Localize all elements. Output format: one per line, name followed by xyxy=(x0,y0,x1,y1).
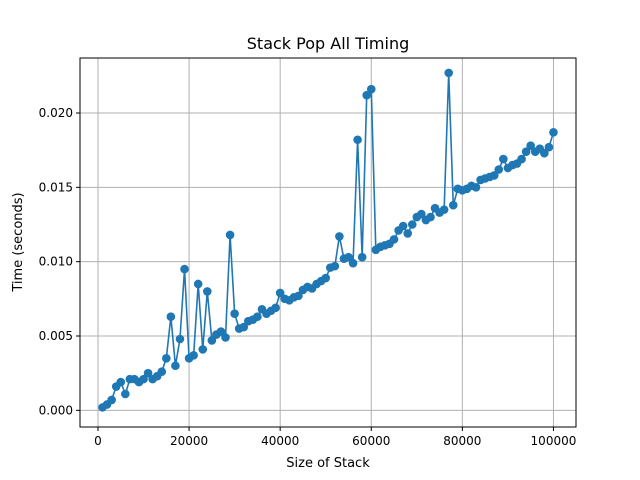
data-point xyxy=(225,230,235,240)
x-tick-label: 100000 xyxy=(531,434,577,448)
data-point xyxy=(348,258,358,268)
data-point xyxy=(335,232,344,241)
data-point xyxy=(193,279,203,289)
x-axis: 0 20000 40000 60000 80000 100000 xyxy=(94,427,576,448)
data-point xyxy=(180,264,189,274)
data-point xyxy=(403,229,413,238)
data-point xyxy=(166,312,176,321)
y-tick-label: 0.005 xyxy=(39,329,73,343)
plot-frame xyxy=(79,57,577,428)
x-tick-label: 20000 xyxy=(170,434,208,448)
data-point xyxy=(494,165,504,174)
y-axis: 0.000 0.005 0.010 0.015 0.020 xyxy=(39,106,80,417)
data-point xyxy=(216,327,226,336)
data-point xyxy=(139,374,148,384)
y-tick-label: 0.010 xyxy=(39,255,73,269)
data-point xyxy=(121,389,130,399)
y-tick-label: 0.020 xyxy=(39,106,73,120)
data-point xyxy=(275,288,285,298)
data-point xyxy=(540,148,549,158)
y-tick-label: 0.015 xyxy=(39,180,73,194)
data-point xyxy=(407,220,417,229)
data-point xyxy=(189,351,198,360)
data-point xyxy=(521,147,531,156)
data-point xyxy=(417,209,426,219)
data-point xyxy=(157,367,167,376)
data-point xyxy=(499,154,508,164)
data-point xyxy=(444,68,454,78)
data-point xyxy=(426,212,435,222)
data-point xyxy=(221,333,230,342)
data-point xyxy=(362,90,372,100)
data-point xyxy=(357,252,367,262)
data-point xyxy=(143,368,153,378)
data-point xyxy=(489,171,499,180)
data-point xyxy=(171,361,180,371)
data-point xyxy=(271,303,280,313)
data-point xyxy=(471,183,481,192)
data-point xyxy=(162,354,171,363)
data-point xyxy=(230,309,239,319)
data-point xyxy=(526,141,535,151)
x-tick-label: 60000 xyxy=(352,434,390,448)
x-axis-label: Size of Stack xyxy=(286,456,370,471)
x-tick-label: 80000 xyxy=(443,434,481,448)
data-point xyxy=(398,221,408,231)
data-point xyxy=(203,287,212,296)
chart-title: Stack Pop All Timing xyxy=(247,34,409,53)
data-point xyxy=(175,334,185,344)
data-point xyxy=(544,142,554,152)
data-point xyxy=(517,154,526,164)
y-tick-label: 0.000 xyxy=(39,403,73,417)
data-point xyxy=(321,273,331,283)
data-point xyxy=(207,336,217,345)
x-tick-label: 0 xyxy=(94,434,102,448)
data-point xyxy=(330,261,340,271)
x-tick-label: 40000 xyxy=(261,434,299,448)
data-point xyxy=(439,205,449,214)
data-point xyxy=(253,312,262,321)
data-point xyxy=(116,377,126,387)
data-point xyxy=(549,128,558,137)
data-point xyxy=(107,395,116,405)
grid xyxy=(80,58,576,427)
data-point xyxy=(353,135,362,145)
data-point xyxy=(198,345,208,354)
data-point xyxy=(448,200,458,210)
series-line xyxy=(102,72,555,409)
y-axis-label: Time (seconds) xyxy=(11,192,26,292)
data-point xyxy=(389,235,399,244)
series-layer xyxy=(98,68,558,412)
data-point xyxy=(366,84,376,94)
data-point xyxy=(239,322,249,332)
data-point xyxy=(344,252,353,262)
data-point xyxy=(294,291,303,301)
